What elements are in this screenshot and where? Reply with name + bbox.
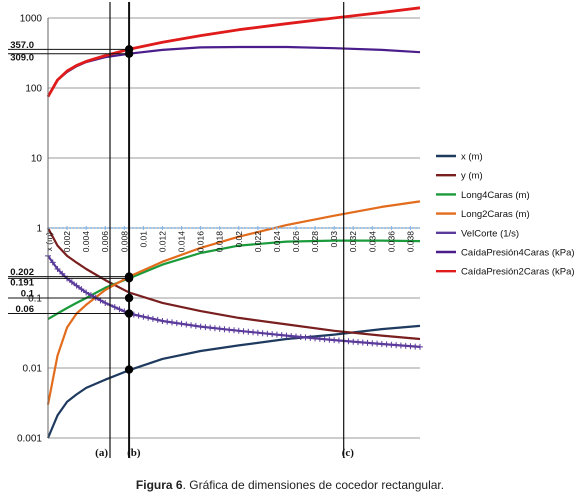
series-marker bbox=[140, 313, 147, 320]
x-tick-label: 0.01 bbox=[138, 231, 148, 248]
annotation-label: 0.1 bbox=[21, 289, 35, 300]
x-tick-label: 0.026 bbox=[291, 231, 301, 253]
series-marker bbox=[231, 327, 237, 334]
x-axis: 0.002 0.004 0.006 0.008 0.01 0.012 0.014 0.016 0… bbox=[44, 226, 420, 252]
series-marker bbox=[102, 299, 109, 306]
annotation-label: 0.06 bbox=[16, 304, 35, 315]
series-marker bbox=[145, 314, 152, 321]
x-tick-label: 0.032 bbox=[348, 231, 358, 253]
annotation-label: 0.191 bbox=[10, 277, 34, 288]
x-tick-label: 0.038 bbox=[405, 231, 415, 253]
series-marker bbox=[73, 282, 80, 289]
caption-label: Figura 6 bbox=[135, 478, 183, 492]
series-marker bbox=[197, 323, 204, 330]
series-marker bbox=[87, 292, 94, 299]
marker-label: (b) bbox=[127, 447, 141, 459]
marker-label: (c) bbox=[342, 447, 355, 459]
annotation-label: 357.0 bbox=[10, 40, 34, 51]
legend-label: VelCorte (1/s) bbox=[461, 228, 519, 239]
x-tick-label: 0.016 bbox=[196, 231, 206, 253]
x-tick-label: 0.002 bbox=[62, 231, 72, 253]
marker-label: (a) bbox=[95, 447, 108, 459]
series-marker bbox=[49, 259, 56, 266]
legend-label: CaídaPresión4Caras (kPa) bbox=[461, 248, 575, 259]
y-tick-label: 1000 bbox=[20, 14, 43, 25]
series-line bbox=[47, 45, 421, 98]
y-tick-label: 0.01 bbox=[23, 364, 43, 375]
series-marker bbox=[68, 279, 75, 286]
series-line bbox=[47, 227, 421, 341]
series-marker bbox=[78, 286, 85, 293]
series-marker bbox=[54, 265, 61, 272]
x-tick-label: 0.008 bbox=[119, 231, 129, 253]
y-tick-label: 100 bbox=[25, 84, 42, 95]
series-line bbox=[46, 200, 421, 405]
series-line bbox=[47, 239, 421, 321]
legend-label: y (m) bbox=[461, 171, 483, 182]
series-marker bbox=[417, 343, 423, 350]
series-marker bbox=[183, 321, 190, 328]
series-marker bbox=[59, 270, 66, 277]
x-tick-label: 0.006 bbox=[100, 231, 110, 253]
x-tick-label: 0.018 bbox=[215, 231, 225, 253]
highlight-point bbox=[124, 293, 134, 303]
series-marker bbox=[207, 324, 214, 331]
highlight-point bbox=[124, 49, 134, 58]
x-tick-label: 0.022 bbox=[253, 231, 263, 253]
y-tick-label: 0.1 bbox=[28, 294, 42, 305]
series-marker bbox=[159, 317, 166, 324]
x-tick-label: 0.028 bbox=[310, 231, 320, 253]
annotation-label: 0.202 bbox=[10, 267, 34, 278]
caption-text: . Gráfica de dimensiones de cocedor rect… bbox=[182, 478, 445, 492]
legend-label: Long4Caras (m) bbox=[461, 190, 530, 201]
x-tick-label: 0.02 bbox=[234, 231, 244, 248]
figure-caption: Figura 6. Gráfica de dimensiones de coce… bbox=[0, 478, 580, 492]
legend: x (m) y (m) Long4Caras (m) Long2Caras (m) Ve… bbox=[436, 152, 575, 278]
series-marker bbox=[226, 326, 233, 333]
series-marker bbox=[135, 312, 142, 319]
series-marker bbox=[221, 326, 228, 333]
x-tick-label: 0.034 bbox=[367, 231, 377, 253]
highlight-point bbox=[124, 365, 134, 374]
x-tick-label: 0.014 bbox=[177, 231, 187, 253]
series-marker bbox=[164, 318, 171, 325]
series-marker bbox=[211, 325, 218, 332]
x-tick-label: 0.012 bbox=[157, 231, 167, 253]
annotation-label: 309.0 bbox=[10, 53, 34, 64]
series-marker bbox=[202, 324, 209, 331]
series-marker bbox=[216, 325, 223, 332]
chart: 0.002 0.004 0.006 0.008 0.01 0.012 0.014 0.016 0… bbox=[8, 2, 575, 459]
legend-label: Long2Caras (m) bbox=[461, 209, 530, 220]
x-tick-label: 0.024 bbox=[272, 231, 282, 253]
highlight-point bbox=[124, 274, 134, 283]
series-marker bbox=[178, 320, 185, 327]
x-tick-label: 0.004 bbox=[81, 231, 91, 253]
series-marker bbox=[188, 322, 195, 329]
y-tick-label: 0.001 bbox=[17, 434, 42, 445]
series-marker bbox=[111, 304, 118, 311]
series-marker bbox=[154, 316, 161, 323]
x-tick-label: 0.03 bbox=[329, 231, 339, 248]
series-marker bbox=[116, 306, 123, 313]
series-lines bbox=[45, 6, 423, 439]
y-tick-label: 1 bbox=[36, 224, 42, 235]
legend-label: x (m) bbox=[461, 152, 483, 163]
legend-label: CaídaPresión2Caras (kPa) bbox=[461, 267, 575, 278]
series-line bbox=[46, 6, 421, 98]
marker-lines: (a) (b) (c) bbox=[95, 2, 354, 459]
x-axis-title: x (m) bbox=[44, 232, 54, 252]
y-tick-label: 10 bbox=[31, 154, 43, 165]
series-marker bbox=[173, 320, 180, 327]
series-marker bbox=[83, 289, 90, 296]
series-line bbox=[46, 324, 421, 439]
highlight-point bbox=[124, 309, 134, 318]
y-axis: 0.001 0.01 0.1 1 10 100 1000 bbox=[17, 14, 49, 445]
series-marker bbox=[149, 315, 156, 322]
series-marker bbox=[169, 319, 175, 326]
x-tick-label: 0.036 bbox=[386, 231, 396, 253]
series-marker bbox=[192, 322, 199, 329]
